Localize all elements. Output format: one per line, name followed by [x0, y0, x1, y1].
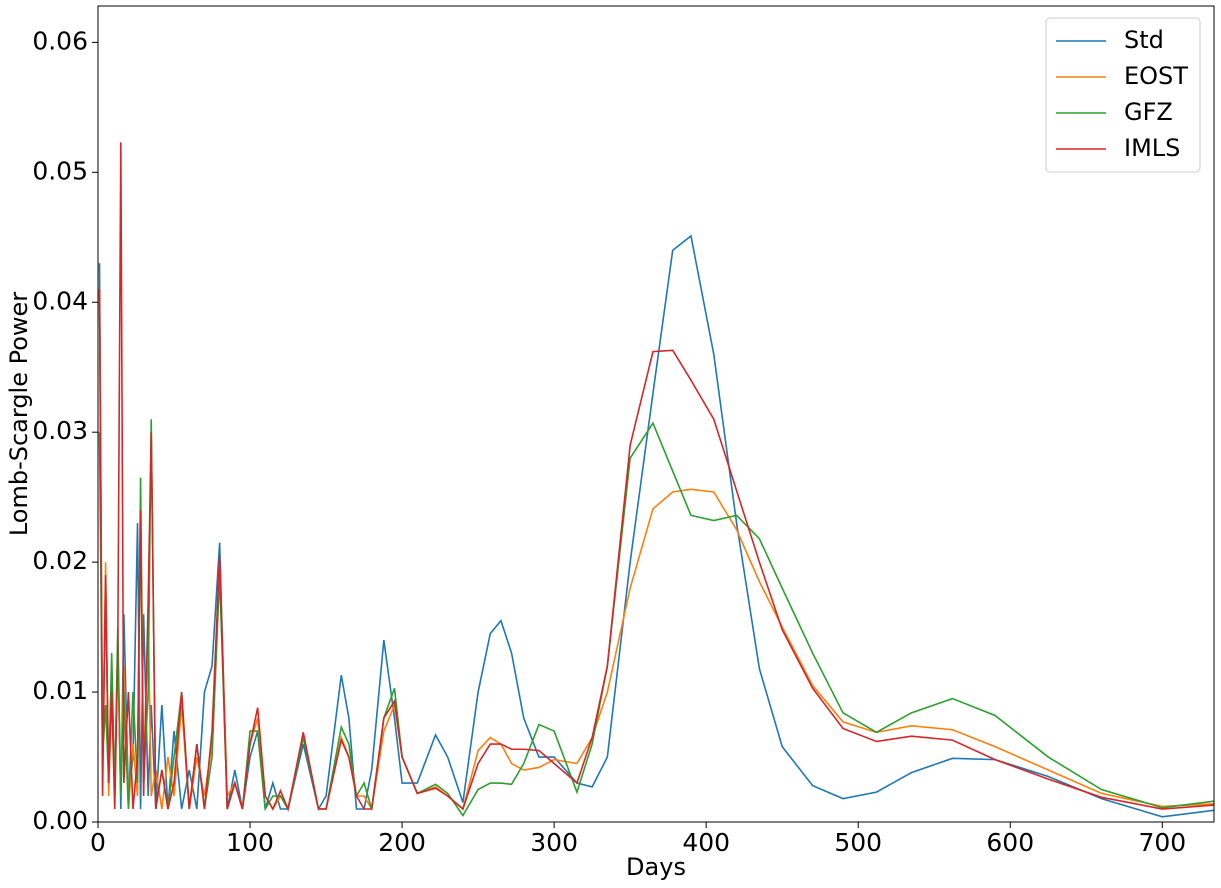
x-tick-label: 700: [1138, 828, 1186, 857]
plot-frame: [97, 5, 1215, 823]
legend-label: EOST: [1124, 62, 1188, 90]
y-tick-label: 0.02: [32, 546, 88, 575]
x-tick-label: 500: [834, 828, 882, 857]
line-series: [98, 419, 1214, 817]
x-tick-label: 300: [530, 828, 578, 857]
x-tick-label: 100: [226, 828, 274, 857]
x-axis-label: Days: [626, 853, 686, 881]
x-tick-label: 400: [682, 828, 730, 857]
y-axis-label: Lomb-Scargle Power: [5, 292, 33, 536]
legend-label: IMLS: [1124, 134, 1180, 162]
legend-box: [1045, 17, 1201, 173]
x-tick-label: 200: [378, 828, 426, 857]
line-series: [98, 142, 1214, 812]
y-tick-label: 0.04: [32, 286, 88, 315]
y-tick-label: 0.05: [32, 156, 88, 185]
x-tick-label: 600: [986, 828, 1034, 857]
y-tick-label: 0.00: [32, 806, 88, 835]
y-tick-label: 0.06: [32, 26, 88, 55]
legend-label: Std: [1124, 26, 1164, 54]
x-tick-label: 0: [90, 828, 106, 857]
line-series: [98, 234, 1214, 818]
legend-label: GFZ: [1124, 98, 1173, 126]
y-tick-label: 0.03: [32, 416, 88, 445]
y-tick-label: 0.01: [32, 676, 88, 705]
